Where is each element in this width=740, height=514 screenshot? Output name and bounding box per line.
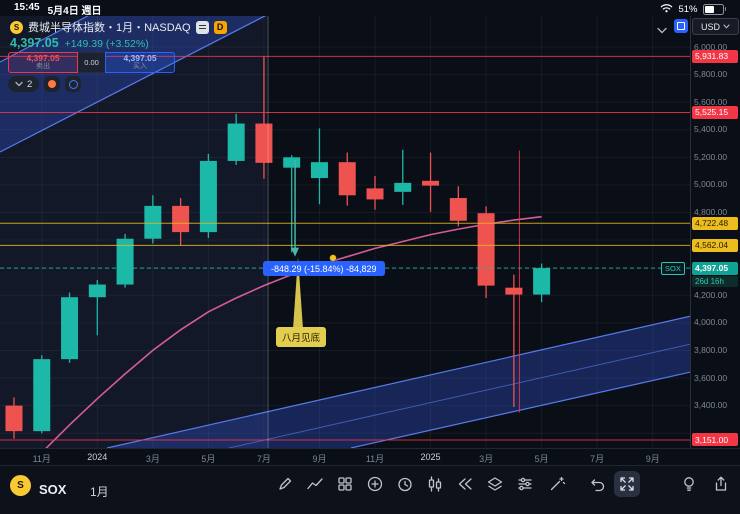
candle-body — [33, 359, 51, 432]
price-axis-border — [690, 16, 691, 448]
candle-body — [88, 284, 106, 298]
objects-count-pill[interactable]: 2 — [8, 76, 40, 92]
candle-body — [422, 180, 440, 186]
candle-body — [338, 162, 356, 196]
candle-body — [116, 238, 134, 285]
callout-tail — [293, 257, 303, 329]
candle-body — [505, 287, 523, 295]
candle-body — [255, 123, 273, 163]
buy-price: 4,397.05 — [123, 53, 157, 64]
resize-icon[interactable] — [614, 471, 640, 497]
sell-price: 4,397.05 — [26, 53, 60, 64]
candle-body — [172, 205, 190, 233]
add-icon[interactable] — [364, 473, 386, 495]
interval-button[interactable]: 1月 — [90, 485, 109, 499]
buy-button[interactable]: 4,397.05 买入 — [105, 52, 175, 73]
currency-value: USD — [700, 21, 720, 32]
bar-style-icon[interactable] — [424, 473, 446, 495]
symbol-button[interactable]: SOX — [39, 482, 67, 497]
layers-icon[interactable] — [484, 473, 506, 495]
symbol-logo-icon[interactable]: S — [10, 475, 31, 496]
chevron-down-icon — [723, 24, 730, 29]
bottom-toolbar: S SOX 1月 — [0, 465, 740, 514]
replay-icon[interactable] — [454, 473, 476, 495]
last-price: 4,397.05 — [10, 36, 59, 50]
notes-badge-icon[interactable] — [195, 20, 209, 34]
clock-text: 15:45 — [14, 1, 40, 13]
sell-label: 卖出 — [36, 63, 50, 71]
layout-grid-icon[interactable] — [334, 473, 356, 495]
trade-widget: 4,397.05 卖出 0.00 4,397.05 买入 — [8, 52, 175, 73]
symbol-header: S 费城半导体指数・1月・NASDAQ D — [10, 19, 227, 35]
target-icon[interactable] — [65, 76, 82, 92]
compare-icon[interactable] — [514, 473, 536, 495]
candle-body — [61, 297, 79, 360]
collapse-chevron-icon[interactable] — [657, 21, 667, 39]
alert-icon[interactable] — [394, 473, 416, 495]
note-callout[interactable]: 八月见底 — [276, 327, 327, 347]
draw-icon[interactable] — [274, 473, 296, 495]
time-axis-border — [0, 448, 740, 449]
candle-body — [449, 198, 467, 221]
measure-tooltip[interactable]: -848.29 (-15.84%) -84,829 — [263, 261, 385, 276]
symbol-logo-icon: S — [10, 20, 23, 34]
candle-body — [533, 268, 551, 295]
symbol-title[interactable]: 费城半导体指数・1月・NASDAQ — [28, 22, 191, 34]
undo-icon[interactable] — [586, 473, 608, 495]
candle-body — [144, 205, 162, 239]
candle-body — [5, 405, 23, 432]
share-icon[interactable] — [710, 473, 732, 495]
candle-body — [366, 188, 384, 200]
currency-dropdown[interactable]: USD — [692, 18, 739, 35]
candle-body — [310, 162, 328, 179]
candle-body — [199, 160, 217, 233]
layout-icon[interactable] — [674, 19, 688, 33]
objects-count: 2 — [27, 78, 33, 90]
status-bar: 15:45 5月4日 週日 51% — [0, 0, 740, 17]
candle-body — [227, 123, 245, 161]
candle-body — [283, 157, 301, 168]
price-change: +149.39 (+3.52%) — [64, 38, 149, 50]
magic-wand-icon[interactable] — [546, 473, 568, 495]
wifi-icon — [660, 3, 673, 16]
indicators-icon[interactable] — [304, 473, 326, 495]
battery-icon — [702, 3, 726, 15]
sell-button[interactable]: 4,397.05 卖出 — [8, 52, 78, 73]
objects-toolbar: 2 — [8, 76, 82, 92]
flame-icon[interactable] — [44, 76, 61, 92]
spread-value: 0.00 — [78, 52, 105, 73]
candle-body — [477, 213, 495, 286]
measure-arrow — [291, 247, 300, 257]
buy-label: 买入 — [133, 63, 147, 71]
candle-body — [394, 182, 412, 192]
price-row: 4,397.05 +149.39 (+3.52%) — [10, 36, 149, 50]
interval-d-badge[interactable]: D — [213, 20, 227, 34]
battery-percent-text: 51% — [678, 3, 698, 15]
chevron-down-icon — [15, 81, 23, 87]
idea-icon[interactable] — [678, 473, 700, 495]
date-text: 5月4日 週日 — [47, 5, 102, 17]
